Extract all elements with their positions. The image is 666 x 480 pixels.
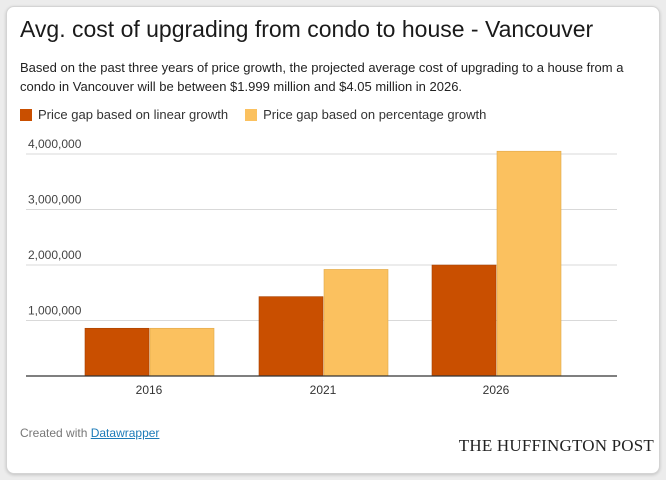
x-tick-label: 2016 [136,383,163,397]
bar-linear [431,264,497,377]
created-with-text: Created with [20,426,88,440]
legend-swatch-linear [20,108,32,121]
legend-label-percentage: Price gap based on percentage growth [263,107,487,122]
x-tick-label: 2021 [310,383,337,397]
legend-swatch-percentage [245,108,258,121]
legend-item-percentage: Price gap based on percentage growth [245,107,486,122]
chart-description: Based on the past three years of price g… [20,60,624,94]
y-tick-label: 2,000,000 [28,248,82,262]
y-tick-label: 4,000,000 [28,137,82,151]
brand-logo: THE HUFFINGTON POST [458,436,654,455]
legend-item-linear: Price gap based on linear growth [20,107,228,122]
legend-label-linear: Price gap based on linear growth [38,107,229,122]
bar-linear [84,327,150,377]
footer-credit: Created with Datawrapper [20,426,159,440]
bar-percentage [496,150,562,377]
bar-percentage [149,327,215,377]
chart-title: Avg. cost of upgrading from condo to hou… [20,16,594,42]
bar-linear [258,296,324,377]
legend: Price gap based on linear growth Price g… [20,107,503,122]
y-tick-label: 3,000,000 [28,193,82,207]
bar-percentage [323,269,389,377]
x-tick-label: 2026 [483,383,510,397]
datawrapper-link[interactable]: Datawrapper [90,426,160,440]
y-tick-label: 1,000,000 [28,304,82,318]
